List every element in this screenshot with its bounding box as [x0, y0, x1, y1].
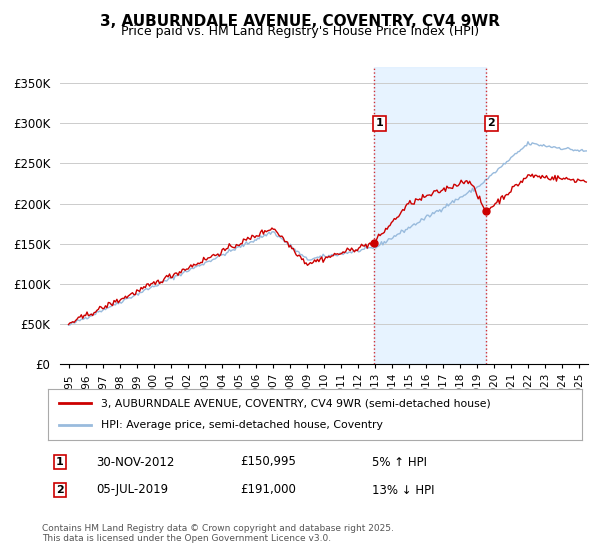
Text: 13% ↓ HPI: 13% ↓ HPI: [372, 483, 434, 497]
Text: 05-JUL-2019: 05-JUL-2019: [96, 483, 168, 497]
Text: 1: 1: [376, 118, 383, 128]
Bar: [374, 67, 486, 364]
Text: 30-NOV-2012: 30-NOV-2012: [96, 455, 175, 469]
Text: 3, AUBURNDALE AVENUE, COVENTRY, CV4 9WR (semi-detached house): 3, AUBURNDALE AVENUE, COVENTRY, CV4 9WR …: [101, 398, 491, 408]
Text: Contains HM Land Registry data © Crown copyright and database right 2025.
This d: Contains HM Land Registry data © Crown c…: [42, 524, 394, 543]
Text: HPI: Average price, semi-detached house, Coventry: HPI: Average price, semi-detached house,…: [101, 421, 383, 431]
Text: £150,995: £150,995: [240, 455, 296, 469]
Text: 5% ↑ HPI: 5% ↑ HPI: [372, 455, 427, 469]
Text: 1: 1: [56, 457, 64, 467]
Text: 3, AUBURNDALE AVENUE, COVENTRY, CV4 9WR: 3, AUBURNDALE AVENUE, COVENTRY, CV4 9WR: [100, 14, 500, 29]
Text: 2: 2: [488, 118, 495, 128]
Text: Price paid vs. HM Land Registry's House Price Index (HPI): Price paid vs. HM Land Registry's House …: [121, 25, 479, 38]
Text: £191,000: £191,000: [240, 483, 296, 497]
Text: 2: 2: [56, 485, 64, 495]
